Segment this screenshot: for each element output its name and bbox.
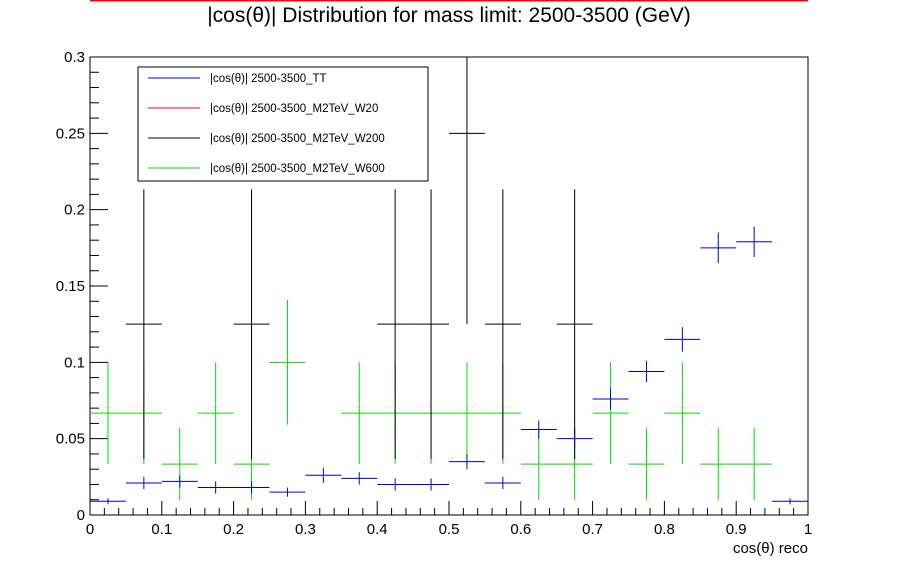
y-tick-label: 0.15 [56, 278, 85, 295]
legend-label: |cos(θ)| 2500-3500_TT [210, 73, 327, 85]
x-tick-label: 0.1 [151, 521, 172, 538]
data-point [628, 360, 665, 383]
data-point [269, 487, 306, 497]
data-point [341, 472, 378, 485]
data-point [484, 476, 521, 490]
data-point [413, 478, 449, 491]
series-2 [125, 57, 593, 460]
x-tick-label: 0 [86, 521, 94, 538]
data-point [233, 481, 270, 494]
y-tick-label: 0.25 [56, 125, 85, 142]
data-point [377, 189, 414, 460]
legend-label: |cos(θ)| 2500-3500_M2TeV_W600 [210, 163, 385, 175]
data-point [233, 189, 270, 460]
data-point [520, 428, 557, 501]
x-tick-label: 0.5 [439, 521, 460, 538]
y-tick-label: 0.05 [56, 431, 85, 448]
legend-box [137, 66, 429, 182]
data-point [341, 362, 378, 465]
data-point [592, 388, 629, 410]
x-tick-label: 0.9 [726, 521, 747, 538]
data-point [413, 189, 449, 460]
x-axis-title: cos(θ) reco [733, 540, 808, 557]
data-point [161, 428, 198, 501]
data-point [197, 481, 234, 494]
series-0 [90, 226, 808, 505]
data-point [269, 300, 306, 425]
y-tick-labels: 0 0.05 0.1 0.15 0.2 0.25 0.3 [56, 49, 85, 524]
data-point [484, 189, 521, 460]
x-tick-label: 0.8 [654, 521, 675, 538]
axis-ticks [89, 56, 809, 516]
data-point [449, 453, 485, 470]
data-point [556, 189, 593, 460]
data-point [125, 476, 162, 490]
x-tick-label: 0.4 [367, 521, 388, 538]
x-tick-labels: 0 0.1 0.2 0.3 0.4 0.5 0.6 0.7 0.8 0.9 1 [86, 521, 812, 538]
y-tick-label: 0.3 [64, 49, 85, 66]
data-point [449, 362, 485, 465]
data-point [700, 428, 737, 501]
data-point [700, 232, 737, 264]
y-tick-label: 0.2 [64, 202, 85, 219]
x-tick-label: 0.2 [223, 521, 244, 538]
data-point [197, 362, 234, 465]
data-point [377, 478, 414, 491]
data-point [772, 498, 808, 505]
x-tick-label: 1 [804, 521, 812, 538]
data-point [556, 429, 593, 448]
chart-title: |cos(θ)| Distribution for mass limit: 25… [207, 4, 691, 27]
data-point [736, 226, 773, 257]
y-tick-label: 0 [77, 507, 85, 524]
data-marks [90, 57, 808, 505]
data-point [161, 475, 198, 488]
legend-label: |cos(θ)| 2500-3500_M2TeV_W20 [210, 103, 378, 115]
data-point [305, 467, 342, 483]
data-point [90, 498, 126, 505]
y-tick-label: 0.1 [64, 354, 85, 371]
data-point [125, 189, 162, 460]
data-point [736, 428, 773, 501]
x-tick-label: 0.6 [510, 521, 531, 538]
data-point [449, 57, 485, 325]
data-point [520, 420, 557, 439]
data-point [90, 362, 126, 465]
data-point [592, 362, 629, 465]
legend: |cos(θ)| 2500-3500_TT |cos(θ)| 2500-3500_… [137, 66, 429, 182]
x-tick-label: 0.7 [582, 521, 603, 538]
legend-label: |cos(θ)| 2500-3500_M2TeV_W200 [210, 133, 385, 145]
data-point [628, 428, 665, 501]
data-point [664, 362, 701, 465]
data-point [664, 327, 701, 352]
x-tick-label: 0.3 [295, 521, 316, 538]
